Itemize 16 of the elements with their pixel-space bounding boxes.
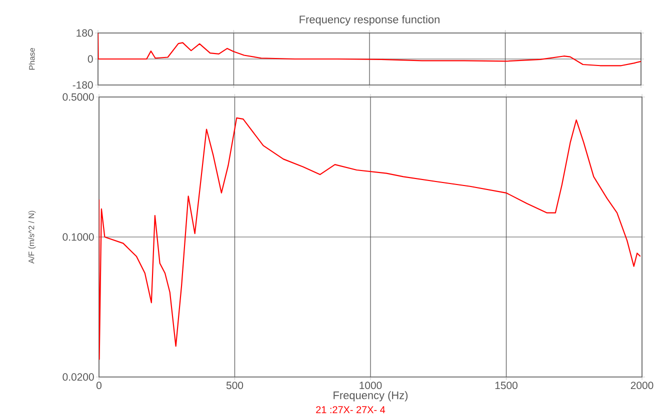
text: 21 :27X- 27X- 4 xyxy=(316,406,386,414)
x-tick-label: 500 xyxy=(226,382,244,390)
y-tick-label: 0.5000 xyxy=(62,93,94,101)
chart-title: Frequency response function xyxy=(300,15,440,26)
y-tick-label: 0.1000 xyxy=(62,233,94,241)
x-tick-label: 0 xyxy=(96,382,102,390)
x-tick-label: 2000 xyxy=(630,382,654,390)
y-tick-label: 0 xyxy=(88,55,93,63)
line-series xyxy=(98,32,642,66)
y-tick-label: -180 xyxy=(72,81,93,89)
x-tick-label: 1000 xyxy=(360,382,382,390)
y-tick-label: 180 xyxy=(76,29,93,37)
x-tick-label: 1500 xyxy=(495,382,518,390)
x-axis-title: Frequency (Hz) xyxy=(334,391,408,402)
y-tick-label: 0.0200 xyxy=(62,373,94,381)
line-series xyxy=(99,117,641,360)
